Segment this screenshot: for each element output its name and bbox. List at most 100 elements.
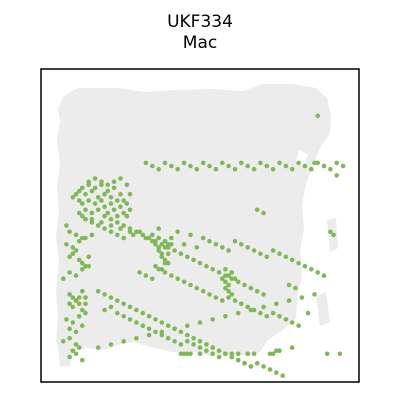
data-point [178,351,184,357]
data-point [64,223,69,228]
data-point [67,229,72,235]
data-point [181,242,187,247]
data-point [216,348,222,354]
data-point [226,288,231,294]
data-point [270,166,276,172]
data-point [305,310,311,316]
data-point [220,160,225,166]
data-point [105,210,111,216]
data-point [245,245,250,250]
data-point [226,163,231,169]
data-point [312,292,317,297]
data-point [83,263,88,269]
data-point [242,360,247,366]
data-point [277,251,282,256]
data-point [134,229,139,235]
data-point [80,267,85,272]
data-point [150,163,155,169]
data-point [229,354,235,360]
data-point [315,160,321,166]
data-point [102,213,107,219]
data-point [223,279,228,285]
data-point [296,323,301,329]
data-point [302,263,308,269]
data-point [207,238,212,244]
data-point [185,339,190,344]
data-point [261,304,266,310]
data-point [270,351,276,357]
data-point [162,257,168,263]
data-point [220,245,225,250]
data-point [324,351,330,357]
data-point [188,351,193,357]
data-point [134,307,139,313]
data-point [115,213,120,219]
data-point [124,213,130,219]
data-point [226,282,231,288]
data-point [248,364,254,369]
data-point [127,304,133,310]
data-point [105,182,111,188]
data-point [223,314,228,319]
data-point [223,285,228,291]
data-point [67,326,72,332]
data-point [261,364,266,369]
data-point [73,273,79,278]
data-point [102,307,107,313]
data-point [331,232,336,238]
data-point [108,229,114,235]
data-point [64,242,69,247]
data-point [83,191,88,197]
data-point [188,282,193,288]
data-point [121,339,126,344]
data-point [108,342,114,347]
data-point [150,276,155,282]
data-point [140,310,146,316]
data-point [134,335,139,341]
data-point [216,270,222,275]
data-point [286,282,292,288]
data-point [283,163,289,169]
data-point [159,320,165,325]
data-point [76,257,82,263]
data-point [111,179,117,184]
data-point [165,251,171,256]
data-point [134,320,139,325]
data-point [239,301,244,307]
data-point [289,345,295,350]
data-point [172,326,177,332]
data-point [181,279,187,285]
data-point [188,163,193,169]
data-point [172,248,177,253]
data-point [328,166,333,172]
data-point [258,310,263,316]
data-point [251,351,257,357]
data-point [315,270,321,275]
data-point [220,276,225,282]
data-point [337,351,343,357]
data-point [229,270,235,275]
data-point [108,195,114,200]
data-point [86,179,91,184]
data-point [248,307,254,313]
data-point [99,198,104,203]
data-point [80,235,85,241]
data-point [153,263,158,269]
data-point [118,204,123,209]
data-point [254,207,260,213]
data-point [121,223,126,228]
data-point [159,254,165,260]
data-point [197,351,203,357]
data-point [146,314,152,319]
data-point [312,160,317,166]
data-point [181,160,187,166]
data-point [83,207,88,213]
data-point [232,276,238,282]
data-point [83,301,88,307]
data-point [99,179,104,184]
data-point [64,317,69,322]
data-point [232,166,238,172]
data-point [169,235,174,241]
data-point [194,245,200,250]
data-point [162,270,168,275]
